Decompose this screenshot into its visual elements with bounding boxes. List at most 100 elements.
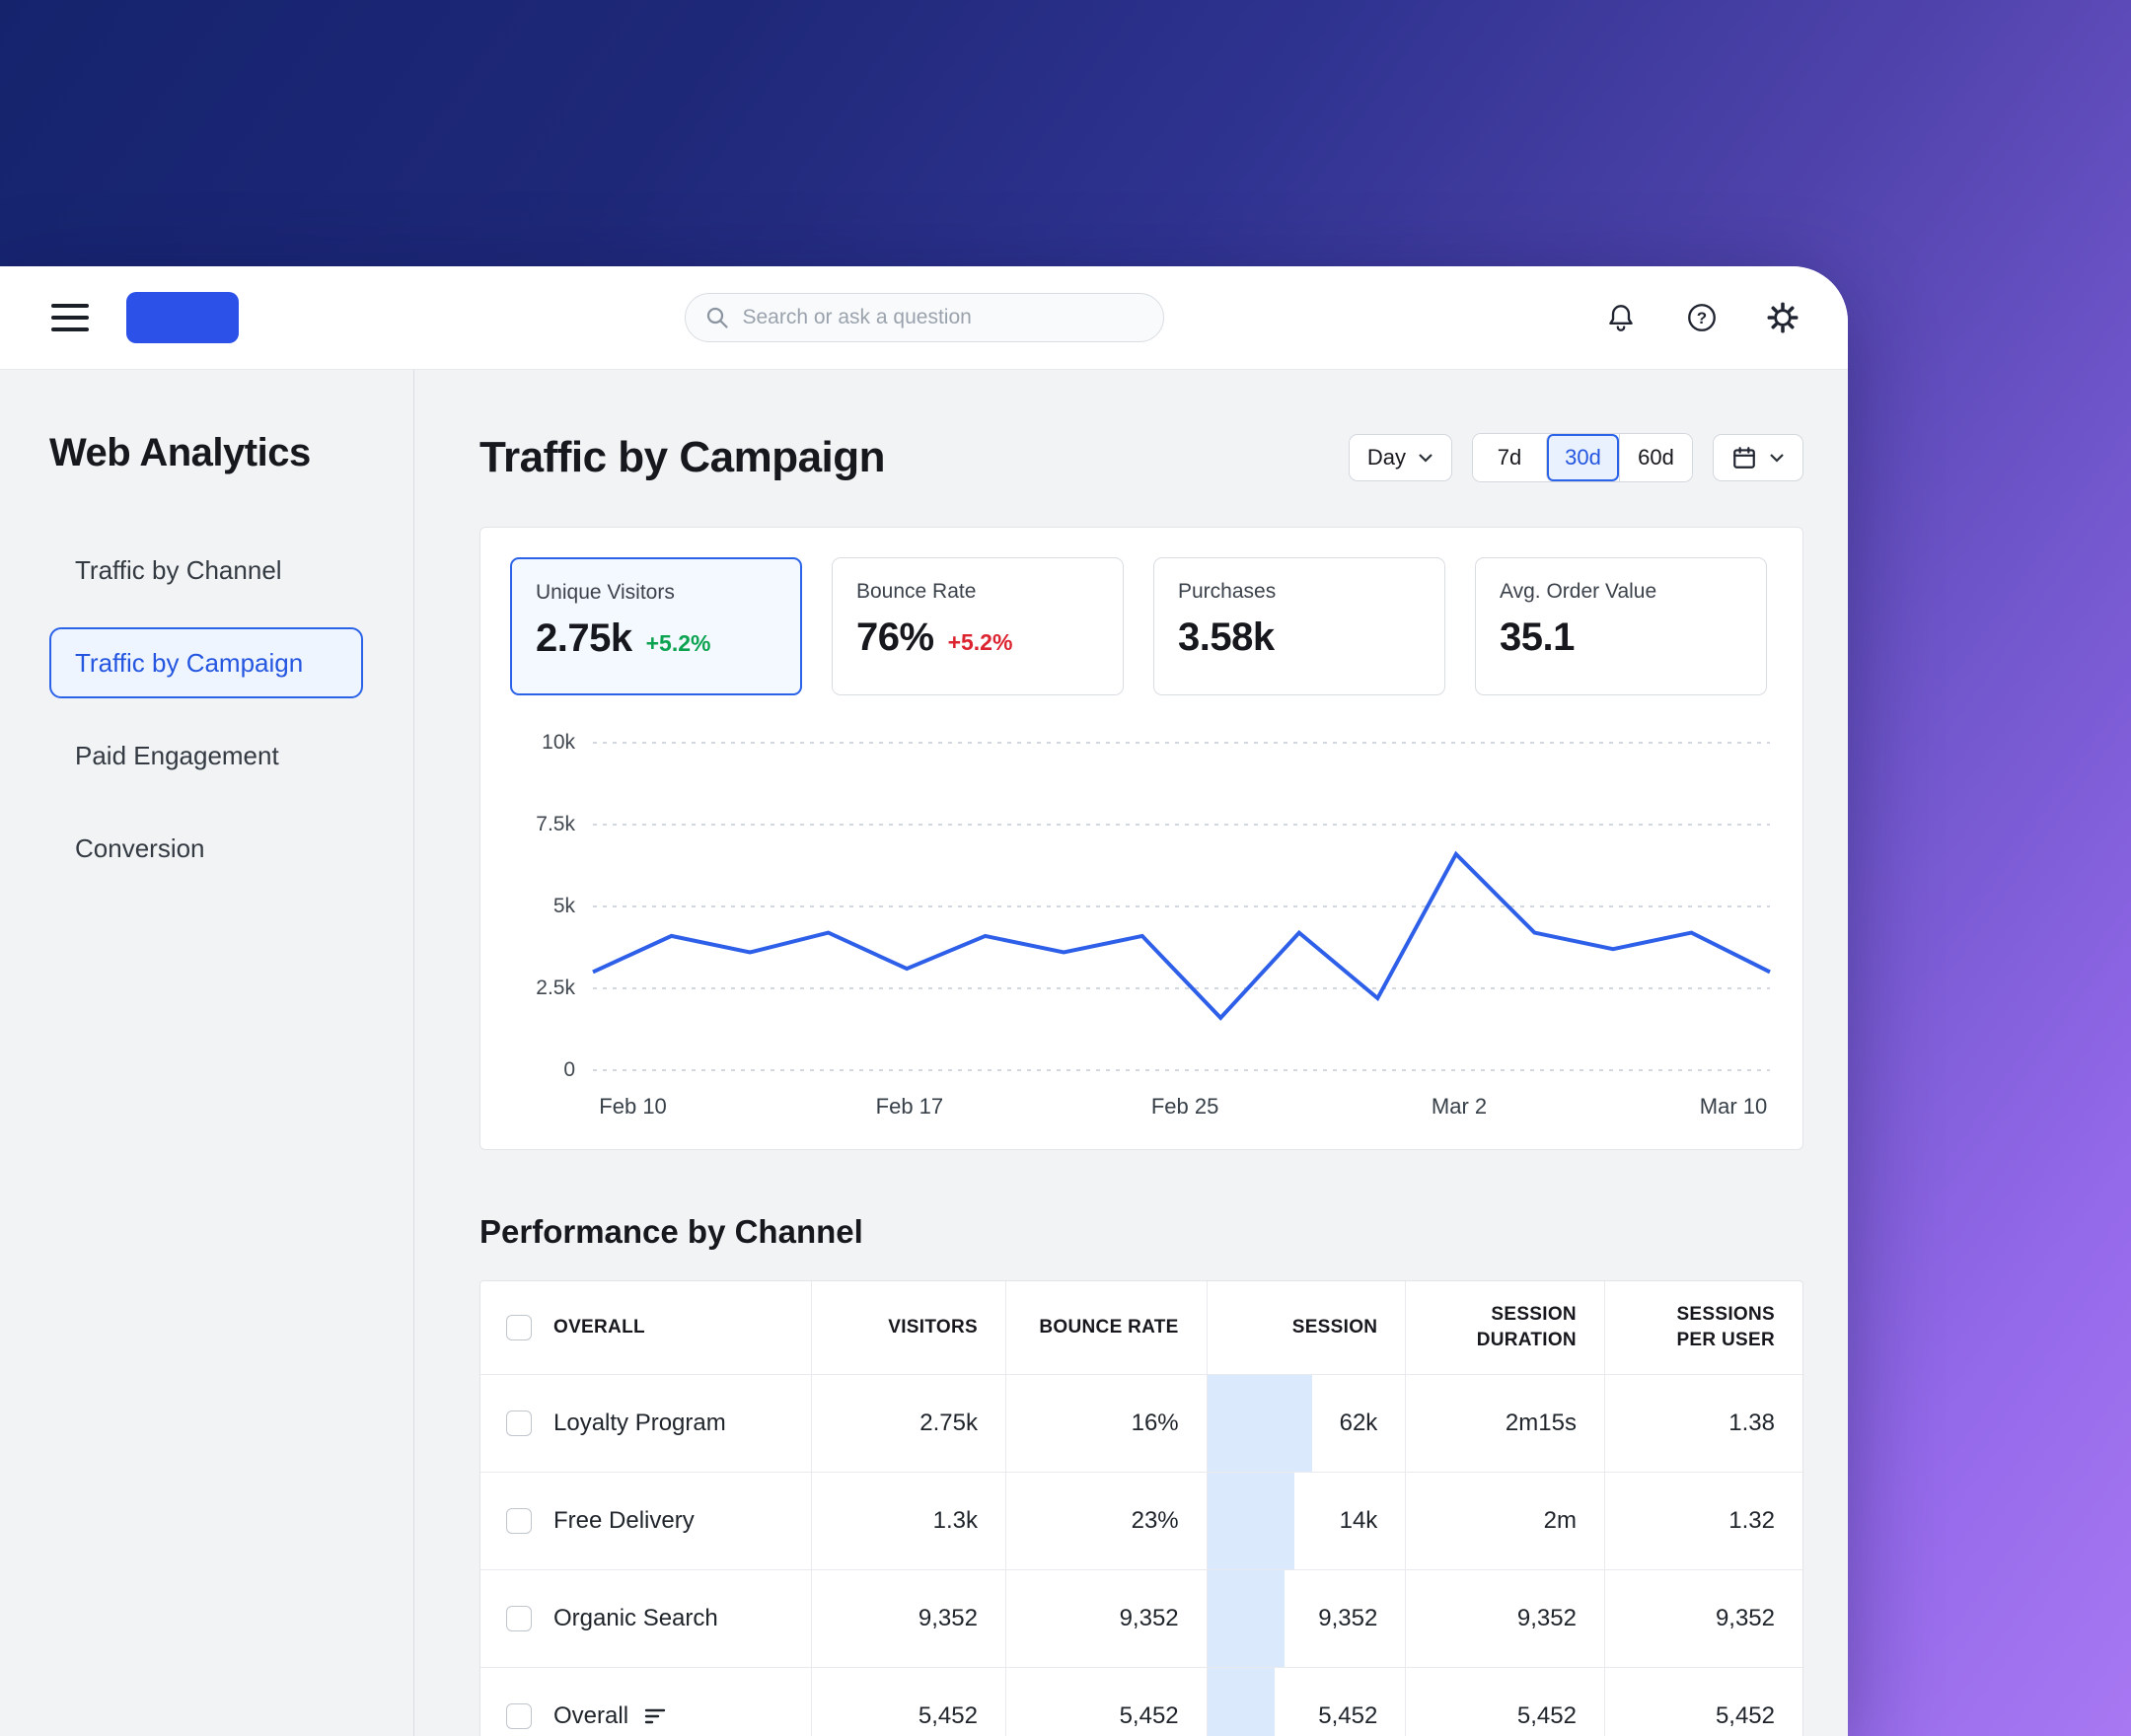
column-header-overall: OVERALL [480, 1281, 811, 1374]
range-button-7d[interactable]: 7d [1473, 434, 1546, 481]
x-tick-label: Mar 10 [1699, 1094, 1768, 1119]
kpi-label: Unique Visitors [536, 581, 675, 604]
column-header-label: OVERALL [553, 1317, 645, 1338]
cell-session-value: 14k [1339, 1507, 1378, 1534]
session-bar [1207, 1473, 1294, 1569]
table-row-organic-search: Organic Search 9,352 9,352 9,352 9,352 9,352 [480, 1569, 1802, 1667]
range-button-60d[interactable]: 60d [1619, 434, 1692, 481]
app-window: ? [0, 266, 1848, 1736]
cell-session-duration-value: 5,452 [1516, 1702, 1577, 1729]
row-checkbox[interactable] [506, 1410, 532, 1436]
kpi-delta: +5.2% [947, 629, 1013, 655]
traffic-line-series [592, 850, 1771, 1021]
table-row-overall: Overall 5,452 5,452 5,452 5,452 5,452 [480, 1667, 1802, 1736]
sidebar-title: Web Analytics [49, 431, 311, 474]
cell-bounce-rate-value: 23% [1131, 1507, 1179, 1534]
notifications-button[interactable] [1599, 296, 1643, 339]
cell-session-duration: 2m15s [1405, 1375, 1604, 1472]
cell-session: 62k [1206, 1375, 1406, 1472]
x-tick-label: Feb 10 [599, 1094, 667, 1119]
sidebar-item-traffic-by-campaign[interactable]: Traffic by Campaign [49, 627, 363, 698]
select-all-checkbox[interactable] [506, 1315, 532, 1340]
cell-sessions-per-user-value: 5,452 [1715, 1702, 1775, 1729]
column-header-label: SESSION [1291, 1317, 1378, 1338]
cell-sessions-per-user: 1.32 [1603, 1473, 1802, 1569]
column-header-label: BOUNCE RATE [1039, 1317, 1179, 1338]
cell-session-value: 9,352 [1318, 1605, 1378, 1631]
cell-bounce-rate: 23% [1004, 1473, 1207, 1569]
topbar: ? [0, 266, 1848, 370]
date-picker-button[interactable] [1713, 434, 1803, 481]
chart-controls: Day 7d 30d 60d [1348, 433, 1803, 482]
line-chart: 0 2.5k 5k 7.5k 10k Feb 10 Feb 17 Feb 25 Mar 2 Ma… [510, 731, 1771, 1119]
performance-table: OVERALL VISITORS BOUNCE RATE SESSION SESSION… [479, 1280, 1803, 1736]
row-checkbox[interactable] [506, 1606, 532, 1631]
kpi-cards: Unique Visitors 2.75k +5.2% Bounce Rate 76% +… [510, 557, 1770, 695]
y-tick-label: 2.5k [536, 976, 575, 999]
row-checkbox[interactable] [506, 1703, 532, 1729]
kpi-card-purchases[interactable]: Purchases 3.58k [1153, 557, 1445, 695]
kpi-card-unique-visitors[interactable]: Unique Visitors 2.75k +5.2% [510, 557, 802, 695]
chart-plot-area: Feb 10 Feb 17 Feb 25 Mar 2 Mar 10 [592, 742, 1771, 1119]
cell-session: 9,352 [1206, 1570, 1406, 1667]
cell-channel-name: Overall [480, 1668, 811, 1736]
granularity-dropdown[interactable]: Day [1348, 434, 1452, 481]
column-header-visitors: VISITORS [811, 1281, 1005, 1374]
kpi-card-avg-order-value[interactable]: Avg. Order Value 35.1 [1475, 557, 1767, 695]
sidebar-item-conversion[interactable]: Conversion [75, 832, 205, 863]
row-checkbox[interactable] [506, 1508, 532, 1534]
range-segmented-control: 7d 30d 60d [1472, 433, 1693, 482]
channel-name: Organic Search [553, 1605, 718, 1631]
cell-visitors: 2.75k [811, 1375, 1005, 1472]
y-tick-label: 10k [542, 731, 575, 754]
chevron-down-icon [1419, 454, 1433, 463]
cell-sessions-per-user-value: 1.32 [1728, 1507, 1775, 1534]
table-title: Performance by Channel [479, 1213, 863, 1250]
cell-sessions-per-user-value: 9,352 [1715, 1605, 1775, 1631]
cell-bounce-rate: 9,352 [1004, 1570, 1207, 1667]
menu-icon [51, 304, 89, 308]
column-header-session-duration: SESSION DURATION [1405, 1281, 1604, 1374]
y-axis-labels: 0 2.5k 5k 7.5k 10k [510, 731, 575, 1081]
y-tick-label: 7.5k [536, 813, 575, 835]
x-tick-label: Feb 17 [875, 1094, 944, 1119]
granularity-label: Day [1366, 445, 1406, 470]
logo[interactable] [126, 292, 239, 343]
sidebar-item-traffic-by-channel[interactable]: Traffic by Channel [75, 554, 282, 585]
kpi-value: 3.58k [1178, 615, 1275, 659]
channel-name: Overall [553, 1702, 629, 1729]
settings-button[interactable] [1761, 296, 1804, 339]
cell-bounce-rate-value: 16% [1131, 1410, 1179, 1436]
sort-lines-icon[interactable] [644, 1707, 666, 1725]
sidebar-item-paid-engagement[interactable]: Paid Engagement [75, 740, 279, 770]
cell-session-duration: 2m [1405, 1473, 1604, 1569]
search-bar[interactable] [684, 293, 1164, 342]
kpi-label: Purchases [1178, 580, 1277, 603]
y-tick-label: 5k [552, 895, 575, 917]
cell-session-value: 62k [1339, 1410, 1378, 1436]
y-tick-label: 0 [563, 1058, 575, 1081]
cell-session-duration: 9,352 [1405, 1570, 1604, 1667]
cell-visitors: 5,452 [811, 1668, 1005, 1736]
gridline [593, 987, 1770, 989]
search-input[interactable] [742, 306, 1143, 329]
menu-button[interactable] [47, 300, 93, 335]
cell-sessions-per-user: 5,452 [1603, 1668, 1802, 1736]
traffic-chart-panel: Unique Visitors 2.75k +5.2% Bounce Rate 76% +… [479, 527, 1803, 1150]
cell-visitors-value: 9,352 [918, 1605, 978, 1631]
cell-visitors-value: 1.3k [932, 1507, 978, 1534]
range-button-30d[interactable]: 30d [1546, 434, 1619, 481]
help-button[interactable]: ? [1680, 296, 1724, 339]
bell-icon [1609, 305, 1633, 331]
kpi-card-bounce-rate[interactable]: Bounce Rate 76% +5.2% [832, 557, 1124, 695]
table-row-free-delivery: Free Delivery 1.3k 23% 14k 2m 1.32 [480, 1472, 1802, 1569]
table-row-loyalty-program: Loyalty Program 2.75k 16% 62k 2m15s 1.38 [480, 1374, 1802, 1472]
gridline [593, 905, 1770, 907]
cell-session: 5,452 [1206, 1668, 1406, 1736]
cell-channel-name: Loyalty Program [480, 1375, 811, 1472]
x-tick-label: Feb 25 [1150, 1094, 1219, 1119]
kpi-delta: +5.2% [645, 630, 711, 656]
sidebar: Web Analytics Traffic by Channel Traffic … [0, 370, 414, 1736]
table-header-row: OVERALL VISITORS BOUNCE RATE SESSION SESSION… [480, 1281, 1802, 1374]
